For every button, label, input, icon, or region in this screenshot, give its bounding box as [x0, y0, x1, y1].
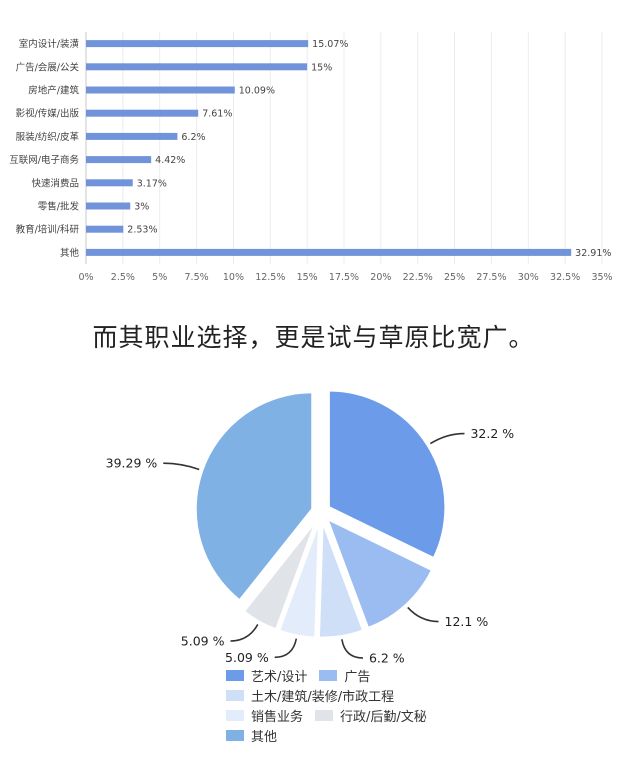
- bar-grid: [85, 32, 603, 264]
- bar-x-tick-labels: 0% 2.5% 5% 7.5% 10% 12.5% 15% 17.5% 20% 22.5% 25% 2…: [78, 272, 612, 283]
- pie-leader-line: [429, 432, 465, 445]
- legend-item-admin[interactable]: 行政/后勤/文秘: [315, 706, 427, 725]
- legend-swatch: [319, 669, 338, 681]
- pie-leader-lines: [163, 432, 465, 659]
- pie-slice: [277, 520, 321, 640]
- pie-value-label: 12.1 %: [445, 614, 489, 629]
- legend-swatch: [226, 729, 244, 741]
- legend-item-sales[interactable]: 销售业务: [226, 706, 303, 725]
- legend-item-other[interactable]: 其他: [226, 726, 277, 745]
- pie-slice: [324, 516, 434, 630]
- legend-item-civil-engineering[interactable]: 土木/建筑/装修/市政工程: [226, 686, 394, 705]
- bar: [86, 248, 572, 256]
- legend-swatch: [315, 709, 334, 721]
- pie-value-label: 32.2 %: [470, 426, 514, 441]
- bar-value-label: 7.61%: [202, 109, 232, 120]
- pie-leader-line: [274, 638, 298, 659]
- bar-category-label: 互联网/电子商务: [9, 154, 79, 166]
- pie-value-label: 39.29 %: [106, 456, 158, 471]
- legend-swatch: [226, 669, 244, 681]
- bar-value-label: 32.91%: [575, 248, 611, 259]
- pie-value-label: 5.09 %: [225, 650, 269, 665]
- bar-x-tick-label: 12.5%: [255, 272, 285, 283]
- bar-x-tick-label: 17.5%: [329, 272, 359, 283]
- bar-chart: 室内设计/装潢广告/会展/公关房地产/建筑影视/传媒/出版服装/纺织/皮革互联网…: [9, 32, 613, 283]
- bar-x-tick-label: 35%: [591, 272, 612, 283]
- bar-category-label: 影视/传媒/出版: [16, 108, 80, 120]
- pie-value-label: 5.09 %: [181, 634, 225, 649]
- bar: [86, 63, 308, 71]
- bar-x-tick-label: 10%: [223, 272, 244, 283]
- bar-category-label: 室内设计/装潢: [19, 38, 80, 50]
- bar: [86, 109, 199, 117]
- caption-text: 而其职业选择，更是试与草原比宽广。: [92, 323, 535, 352]
- bar-category-label: 服装/纺织/皮革: [16, 131, 80, 143]
- bar: [86, 179, 133, 187]
- bar-x-tick-label: 5%: [152, 272, 167, 283]
- bar-series: [86, 40, 572, 256]
- pie-slice: [317, 520, 365, 640]
- bar-x-tick-label: 15%: [297, 272, 318, 283]
- bar-x-tick-label: 0%: [78, 272, 93, 283]
- legend-swatch: [226, 709, 244, 721]
- pie-leader-line: [163, 462, 200, 471]
- pie-leader-line: [230, 624, 259, 642]
- bar: [86, 86, 235, 94]
- bar: [86, 225, 124, 233]
- bar-x-tick-label: 22.5%: [403, 272, 433, 283]
- bar-x-tick-label: 20%: [370, 272, 391, 283]
- pie-chart: 32.2 % 12.1 % 6.2 % 5.09 %5.09 % 39.29 %: [106, 388, 515, 665]
- bar-x-tick-label: 2.5%: [111, 272, 135, 283]
- bar-value-label: 15.07%: [312, 39, 348, 50]
- bar-x-tick-label: 30%: [518, 272, 539, 283]
- bar-category-label: 快速消费品: [31, 177, 79, 189]
- bar-category-label: 教育/培训/科研: [16, 224, 80, 236]
- pie-legend: 艺术/设计 广告 土木/建筑/装修/市政工程 销售业务 行政/后勤/文秘 其他: [226, 665, 439, 745]
- bar: [86, 156, 152, 164]
- pie-slice: [194, 390, 314, 603]
- bar: [86, 132, 178, 140]
- bar-value-label: 10.09%: [239, 86, 275, 97]
- bar-category-label: 零售/批发: [38, 201, 80, 213]
- bar-category-label: 其他: [60, 247, 80, 259]
- bar-x-tick-label: 25%: [444, 272, 465, 283]
- bar-x-tick-label: 32.5%: [550, 272, 580, 283]
- pie-slice: [241, 519, 318, 632]
- legend-item-advertising[interactable]: 广告: [319, 666, 370, 685]
- bar-value-label: 2.53%: [127, 225, 157, 236]
- legend-swatch: [226, 689, 244, 701]
- bar: [86, 40, 309, 48]
- pie-slices: [194, 388, 447, 640]
- bar-value-label: 6.2%: [181, 132, 205, 143]
- legend-item-art-design[interactable]: 艺术/设计: [226, 666, 307, 685]
- bar-x-tick-label: 7.5%: [185, 272, 209, 283]
- bar-value-label: 3%: [134, 202, 149, 213]
- bar-category-label: 房地产/建筑: [28, 85, 79, 97]
- pie-leader-line: [341, 639, 363, 659]
- bar-value-label: 3.17%: [137, 178, 167, 189]
- bar-value-labels: 15.07% 15% 10.09% 7.61% 6.2% 4.42% 3.17% 3% 2.53…: [127, 39, 611, 259]
- bar-category-label: 广告/会展/公关: [16, 61, 80, 73]
- pie-leader-line: [407, 606, 439, 623]
- pie-slice: [327, 388, 447, 561]
- pie-value-label: 6.2 %: [369, 651, 405, 665]
- bar-value-label: 4.42%: [155, 155, 185, 166]
- bar-category-labels: 室内设计/装潢广告/会展/公关房地产/建筑影视/传媒/出版服装/纺织/皮革互联网…: [9, 38, 79, 259]
- bar: [86, 202, 131, 210]
- bar-value-label: 15%: [311, 62, 332, 73]
- bar-x-tick-label: 27.5%: [476, 272, 506, 283]
- pie-value-labels: 32.2 % 12.1 % 6.2 % 5.09 %5.09 % 39.29 %: [106, 426, 515, 665]
